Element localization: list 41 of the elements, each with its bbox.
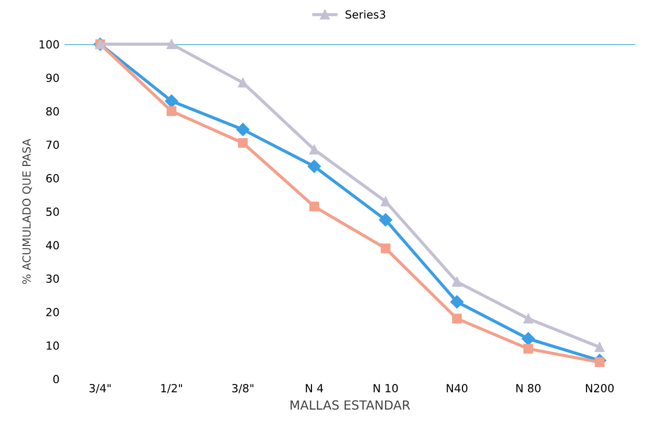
x-tick-label: N200	[586, 384, 614, 392]
y-tick-label: 70	[46, 140, 59, 149]
point	[238, 78, 248, 88]
y-tick-label: 100	[40, 40, 59, 49]
x-axis-title: MALLAS ESTANDAR	[290, 400, 410, 410]
x-tick-label: 1/2"	[161, 384, 182, 394]
point	[450, 295, 464, 309]
y-tick-label: 20	[46, 308, 59, 316]
point	[380, 196, 390, 206]
point	[523, 314, 534, 324]
point	[379, 213, 392, 227]
point	[522, 332, 535, 346]
point	[452, 314, 462, 324]
point	[309, 202, 320, 212]
point	[523, 344, 534, 354]
point	[452, 276, 462, 287]
point	[594, 342, 605, 352]
point	[164, 94, 178, 108]
x-tick-label: 3/8"	[232, 384, 254, 394]
x-tick-label: N 80	[516, 384, 541, 392]
y-axis-title: % ACUMULADO QUE PASA	[22, 138, 32, 284]
point	[236, 122, 250, 136]
y-tick-label: 50	[46, 208, 59, 216]
y-tick-label: 90	[46, 74, 59, 82]
x-tick-label: N 4	[306, 384, 324, 392]
y-tick-label: 0	[53, 374, 59, 384]
x-tick-label: N40	[446, 384, 468, 392]
y-tick-label: 40	[46, 240, 59, 250]
point	[166, 39, 176, 50]
point	[166, 106, 176, 116]
y-tick-label: 30	[46, 274, 59, 283]
x-tick-label: N 10	[374, 384, 398, 392]
y-tick-label: 10	[46, 341, 59, 350]
point	[380, 244, 390, 254]
legend-label: Series3	[346, 10, 386, 19]
point	[308, 160, 321, 173]
point	[238, 138, 248, 148]
y-tick-label: 60	[46, 174, 59, 182]
y-tick-label: 80	[46, 107, 59, 116]
x-tick-label: 3/4"	[90, 384, 111, 394]
point	[309, 144, 320, 154]
